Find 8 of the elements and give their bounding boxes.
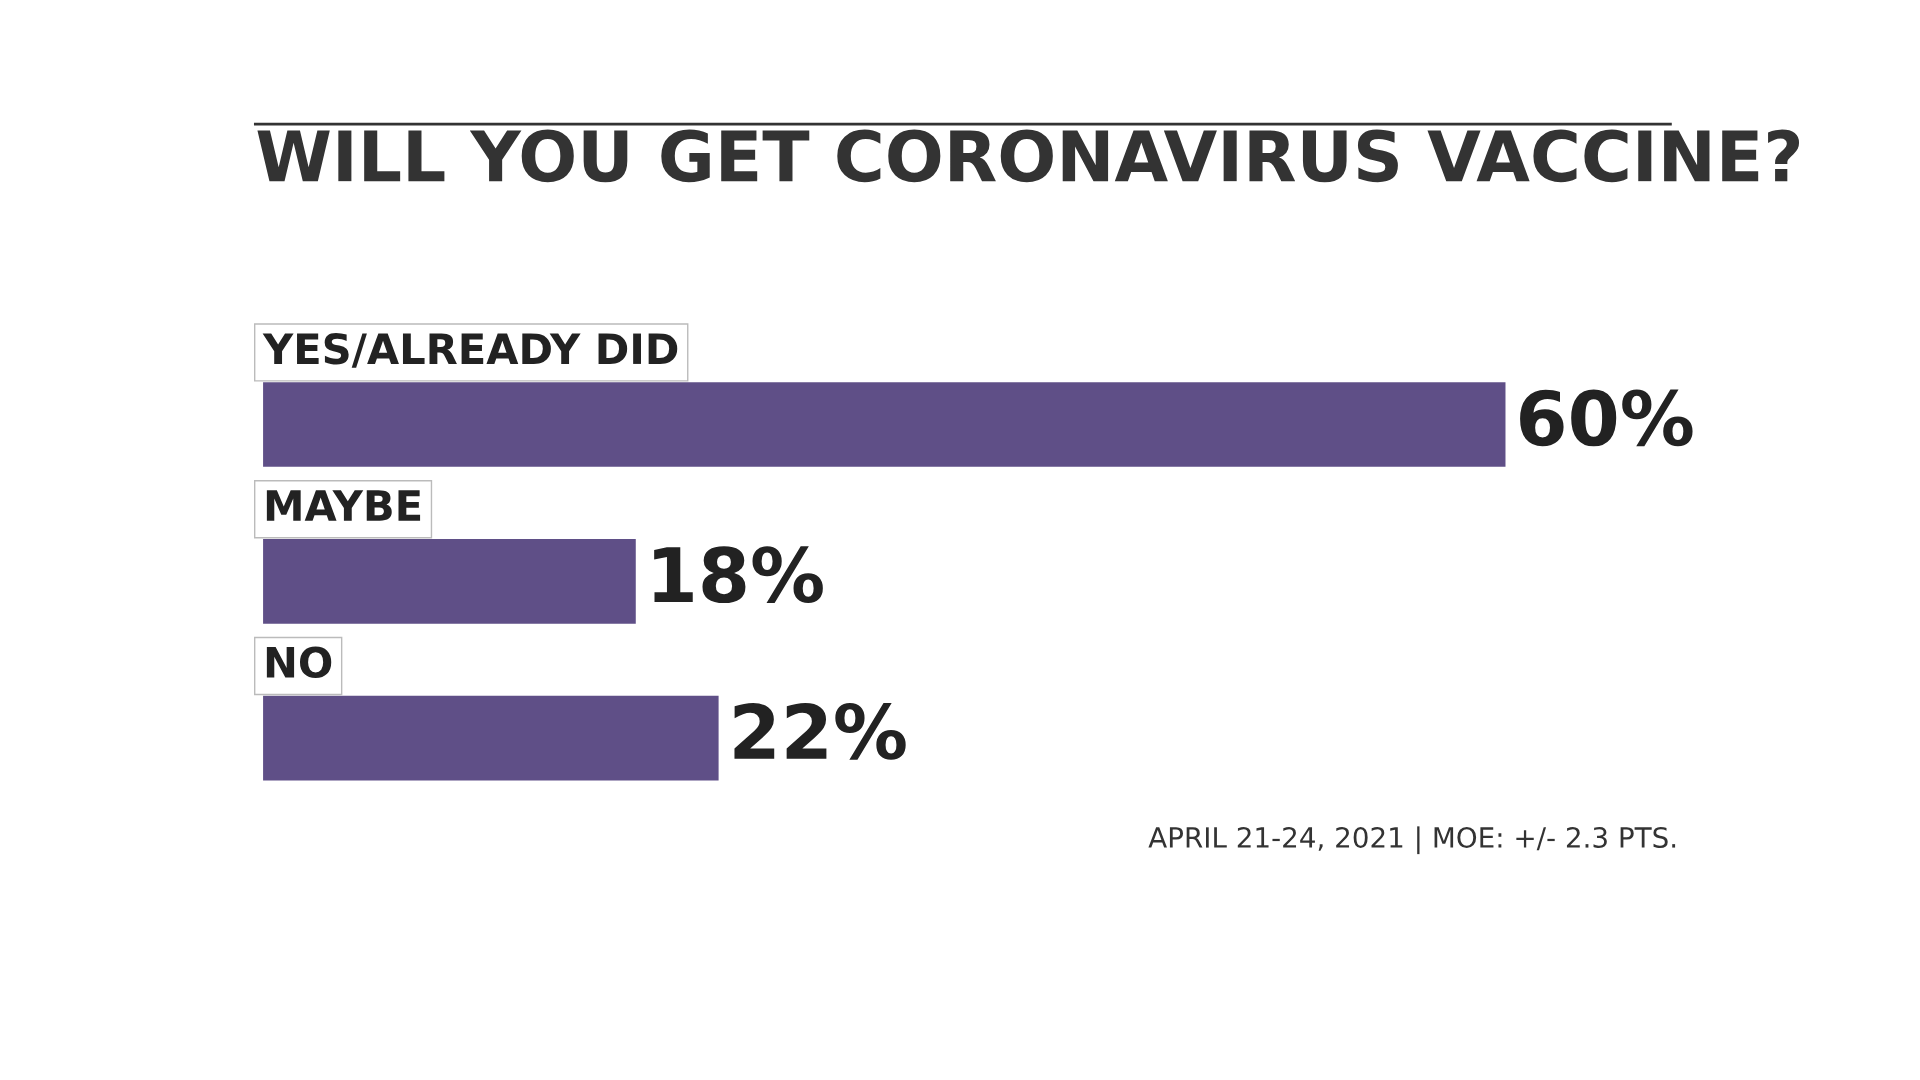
y-tick-label: MAYBE [266, 490, 421, 521]
data-label: 60% [1520, 389, 1693, 447]
data-label: 22% [734, 703, 906, 760]
y-tick-label: NO [266, 646, 332, 679]
data-label: 18% [654, 546, 823, 604]
chart-title: WILL YOU GET CORONAVIRUS VACCINE? [257, 129, 1800, 183]
y-tick-label: YES/ALREADY DID [262, 333, 678, 368]
text: APRIL 21-24, 2021 | MOE: +/- 2.3 PTS. [1148, 826, 1676, 855]
